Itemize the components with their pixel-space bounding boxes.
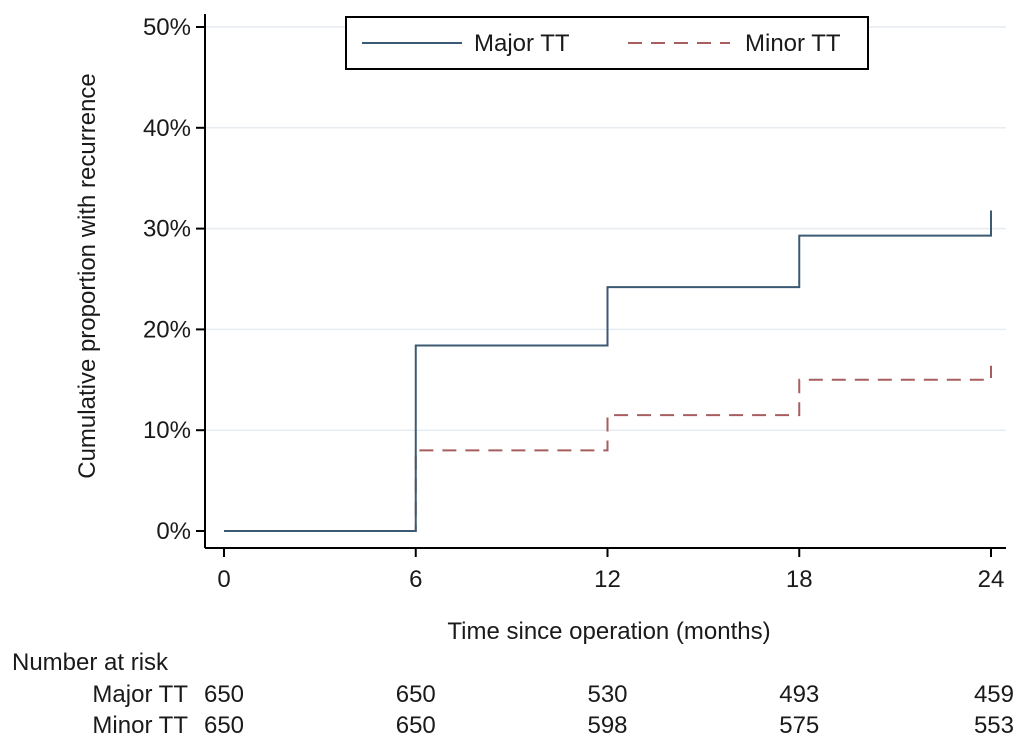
risk-value-major-2: 530 <box>587 681 627 708</box>
x-tick-label-4: 24 <box>978 566 1005 593</box>
x-tick-label-0: 0 <box>217 566 230 593</box>
x-axis-title: Time since operation (months) <box>447 618 770 645</box>
y-tick-label-2: 20% <box>143 316 191 343</box>
risk-value-minor-0: 650 <box>204 712 244 739</box>
risk-value-major-1: 650 <box>396 681 436 708</box>
risk-value-minor-4: 553 <box>974 712 1014 739</box>
series <box>224 210 992 532</box>
legend-box <box>345 16 869 70</box>
series-line-major <box>224 210 992 532</box>
series-line-minor <box>224 365 992 532</box>
risk-row-label-major: Major TT <box>92 681 188 708</box>
risk-table: Number at risk Major TT Minor TT 650 650 5… <box>12 649 1014 739</box>
x-tick-label-1: 6 <box>409 566 422 593</box>
axes: 0% 10% 20% 30% 40% 50% 0 6 12 18 24 <box>143 14 1006 593</box>
risk-row-label-minor: Minor TT <box>92 712 188 739</box>
y-tick-label-0: 0% <box>156 518 191 545</box>
risk-value-minor-1: 650 <box>396 712 436 739</box>
risk-values: 650 650 530 493 459 650 650 598 575 553 <box>204 681 1014 739</box>
y-tick-label-5: 50% <box>143 14 191 41</box>
risk-value-minor-3: 575 <box>779 712 819 739</box>
gridlines <box>205 26 1006 431</box>
risk-table-title: Number at risk <box>12 649 169 676</box>
y-tick-label-1: 10% <box>143 417 191 444</box>
y-tick-label-4: 40% <box>143 115 191 142</box>
x-tick-label-2: 12 <box>594 566 621 593</box>
x-tick-label-3: 18 <box>786 566 813 593</box>
risk-value-minor-2: 598 <box>587 712 627 739</box>
risk-value-major-3: 493 <box>779 681 819 708</box>
legend-label-major: Major TT <box>474 30 570 57</box>
y-axis-title: Cumulative proportion with recurrence <box>74 73 101 479</box>
legend-label-minor: Minor TT <box>745 30 841 57</box>
risk-value-major-0: 650 <box>204 681 244 708</box>
legend: Major TT Minor TT <box>345 16 869 70</box>
y-tick-label-3: 30% <box>143 216 191 243</box>
risk-value-major-4: 459 <box>974 681 1014 708</box>
